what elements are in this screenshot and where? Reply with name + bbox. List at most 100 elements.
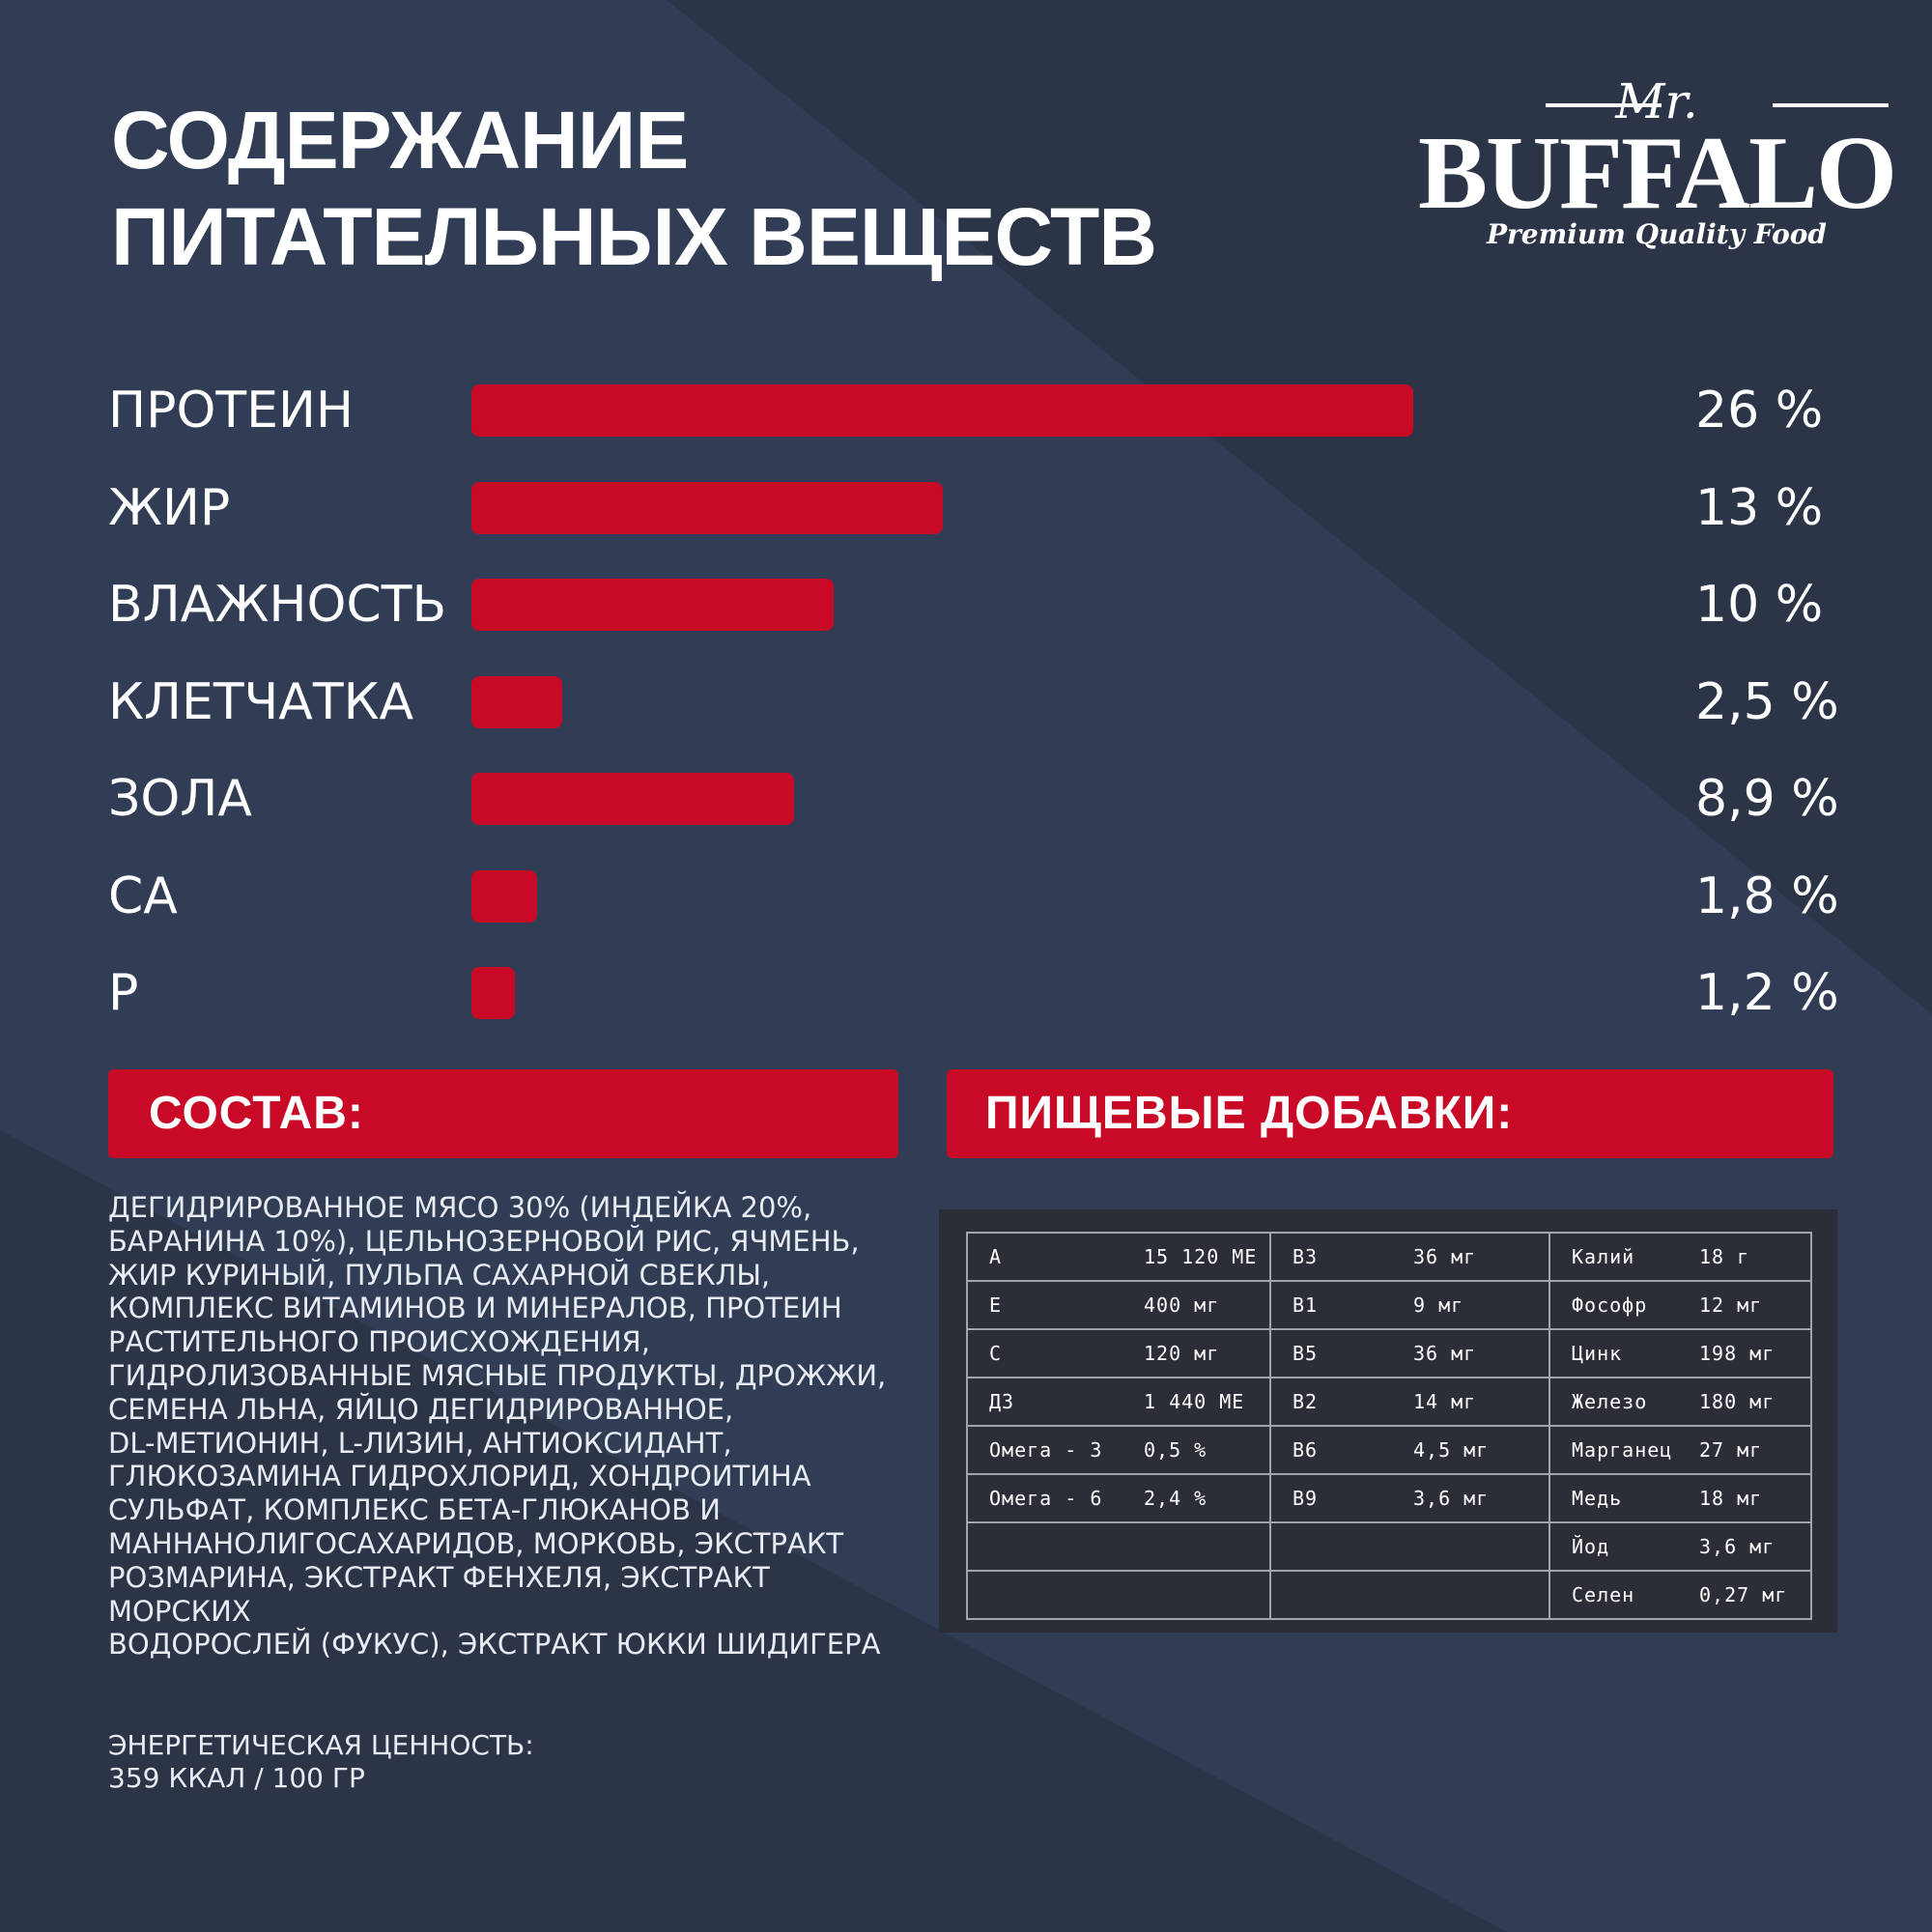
composition-line: ВОДОРОСЛЕЙ (ФУКУС), ЭКСТРАКТ ЮККИ ШИДИГЕ…: [108, 1628, 881, 1662]
additive-amount: 9 мг: [1413, 1293, 1464, 1317]
chart-bar: [471, 675, 562, 728]
additive-cell: Медь 18 мг: [1548, 1473, 1812, 1523]
chart-bar: [471, 579, 834, 631]
chart-value-label: 13 %: [1695, 478, 1824, 537]
additive-cell: A 15 120 МЕ: [966, 1232, 1271, 1282]
additive-cell: Железо 180 мг: [1548, 1377, 1812, 1427]
additives-row: A 15 120 МЕ B3 36 мг Калий 18 г: [966, 1232, 1812, 1282]
additive-name: Селен: [1572, 1583, 1635, 1606]
additive-cell: E 400 мг: [966, 1280, 1271, 1330]
chart-bar: [471, 869, 537, 923]
additive-cell: [966, 1521, 1271, 1572]
additives-row: Д3 1 440 МЕ B2 14 мг Железо 180 мг: [966, 1377, 1812, 1427]
additive-amount: 4,5 мг: [1413, 1438, 1490, 1462]
additive-amount: 3,6 мг: [1413, 1487, 1490, 1510]
chart-category-label: ЖИР: [108, 478, 231, 537]
title-line-2: ПИТАТЕЛЬНЫХ ВЕЩЕСТВ: [111, 191, 1157, 282]
additives-row: Йод 3,6 мг: [966, 1521, 1812, 1572]
composition-line: РАСТИТЕЛЬНОГО ПРОИСХОЖДЕНИЯ,: [108, 1325, 650, 1359]
additive-cell: Селен 0,27 мг: [1548, 1570, 1812, 1620]
additives-header: ПИЩЕВЫЕ ДОБАВКИ:: [947, 1069, 1833, 1158]
chart-category-label: ВЛАЖНОСТЬ: [108, 576, 447, 634]
additive-name: B3: [1293, 1245, 1319, 1268]
additive-amount: 36 мг: [1413, 1342, 1477, 1365]
logo-tagline: Premium Quality Food: [1486, 218, 1827, 250]
composition-line: МАННАНОЛИГОСАХАРИДОВ, МОРКОВЬ, ЭКСТРАКТ: [108, 1526, 844, 1560]
chart-category-label: CA: [108, 867, 178, 925]
additives-row: Омега - 6 2,4 % B9 3,6 мг Медь 18 мг: [966, 1473, 1812, 1523]
chart-value-label: 1,2 %: [1695, 964, 1839, 1022]
composition-line: ГИДРОЛИЗОВАННЫЕ МЯСНЫЕ ПРОДУКТЫ, ДРОЖЖИ,: [108, 1358, 887, 1392]
energy-value: ЭНЕРГЕТИЧЕСКАЯ ЦЕННОСТЬ: 359 ККАЛ / 100 …: [108, 1729, 534, 1795]
additive-name: A: [989, 1245, 1003, 1268]
additive-name: B9: [1293, 1487, 1319, 1510]
brand-logo: Mr. BUFFALO Premium Quality Food: [1415, 72, 1898, 266]
additive-name: Железо: [1572, 1390, 1648, 1413]
additive-name: Фософр: [1572, 1293, 1648, 1317]
additive-amount: 15 120 МЕ: [1144, 1245, 1258, 1268]
additive-cell: Омега - 3 0,5 %: [966, 1425, 1271, 1475]
chart-category-label: ПРОТЕИН: [108, 382, 355, 440]
additive-amount: 36 мг: [1413, 1245, 1477, 1268]
additive-name: C: [989, 1342, 1003, 1365]
logo-prefix: Mr.: [1415, 72, 1898, 129]
chart-bar: [471, 967, 515, 1019]
additives-row: Селен 0,27 мг: [966, 1570, 1812, 1620]
additive-cell: Омега - 6 2,4 %: [966, 1473, 1271, 1523]
chart-category-label: КЛЕТЧАТКА: [108, 672, 414, 731]
additive-name: B2: [1293, 1390, 1319, 1413]
additive-cell: C 120 мг: [966, 1328, 1271, 1378]
additive-name: B1: [1293, 1293, 1319, 1317]
additive-cell: B6 4,5 мг: [1269, 1425, 1550, 1475]
additive-amount: 120 мг: [1144, 1342, 1220, 1365]
additives-row: Омега - 3 0,5 % B6 4,5 мг Марганец 27 мг: [966, 1425, 1812, 1475]
additive-cell: B2 14 мг: [1269, 1377, 1550, 1427]
additive-amount: 198 мг: [1699, 1342, 1776, 1365]
composition-header: СОСТАВ:: [108, 1069, 898, 1158]
composition-line: СУЛЬФАТ, КОМПЛЕКС БЕТА-ГЛЮКАНОВ И: [108, 1493, 721, 1527]
additive-amount: 1 440 МЕ: [1144, 1390, 1245, 1413]
additive-name: Медь: [1572, 1487, 1623, 1510]
additive-amount: 0,27 мг: [1699, 1583, 1788, 1606]
chart-category-label: ЗОЛА: [108, 770, 252, 828]
additive-name: Марганец: [1572, 1438, 1673, 1462]
additives-row: E 400 мг B1 9 мг Фософр 12 мг: [966, 1280, 1812, 1330]
additive-cell: B3 36 мг: [1269, 1232, 1550, 1282]
additive-amount: 18 мг: [1699, 1487, 1763, 1510]
additive-cell: Калий 18 г: [1548, 1232, 1812, 1282]
additive-amount: 400 мг: [1144, 1293, 1220, 1317]
additive-amount: 18 г: [1699, 1245, 1750, 1268]
additive-cell: B9 3,6 мг: [1269, 1473, 1550, 1523]
chart-value-label: 2,5 %: [1695, 672, 1839, 731]
composition-line: ГЛЮКОЗАМИНА ГИДРОХЛОРИД, ХОНДРОИТИНА: [108, 1460, 811, 1493]
additives-table: A 15 120 МЕ B3 36 мг Калий 18 г E 400 мг B1 9 мг Ф…: [966, 1232, 1812, 1620]
composition-line: СЕМЕНА ЛЬНА, ЯЙЦО ДЕГИДРИРОВАННОЕ,: [108, 1392, 734, 1426]
title-line-1: СОДЕРЖАНИЕ: [111, 95, 689, 185]
composition-line: ЖИР КУРИНЫЙ, ПУЛЬПА САХАРНОЙ СВЕКЛЫ,: [108, 1258, 771, 1292]
additive-amount: 3,6 мг: [1699, 1535, 1776, 1558]
additive-cell: B1 9 мг: [1269, 1280, 1550, 1330]
chart-bar: [471, 773, 794, 825]
logo-name: BUFFALO: [1418, 116, 1897, 231]
chart-category-label: P: [108, 964, 139, 1022]
composition-line: БАРАНИНА 10%), ЦЕЛЬНОЗЕРНОВОЙ РИС, ЯЧМЕН…: [108, 1224, 860, 1258]
additive-cell: Цинк 198 мг: [1548, 1328, 1812, 1378]
additive-name: Омега - 6: [989, 1487, 1103, 1510]
composition-heading: СОСТАВ:: [149, 1088, 364, 1139]
additive-cell: Д3 1 440 МЕ: [966, 1377, 1271, 1427]
additive-amount: 180 мг: [1699, 1390, 1776, 1413]
additive-cell: B5 36 мг: [1269, 1328, 1550, 1378]
additive-name: B5: [1293, 1342, 1319, 1365]
additive-cell: Марганец 27 мг: [1548, 1425, 1812, 1475]
additives-heading: ПИЩЕВЫЕ ДОБАВКИ:: [985, 1088, 1514, 1139]
additives-row: C 120 мг B5 36 мг Цинк 198 мг: [966, 1328, 1812, 1378]
additive-cell: [1269, 1521, 1550, 1572]
energy-label: ЭНЕРГЕТИЧЕСКАЯ ЦЕННОСТЬ:: [108, 1729, 534, 1761]
additive-name: Д3: [989, 1390, 1015, 1413]
additive-name: Йод: [1572, 1535, 1610, 1558]
additive-cell: Фософр 12 мг: [1548, 1280, 1812, 1330]
nutrient-bar-chart: ПРОТЕИН 26 % ЖИР 13 % ВЛАЖНОСТЬ 10 % КЛЕТЧАТКА…: [108, 382, 1839, 1022]
additive-name: Калий: [1572, 1245, 1635, 1268]
additive-name: E: [989, 1293, 1003, 1317]
additive-cell: [966, 1570, 1271, 1620]
